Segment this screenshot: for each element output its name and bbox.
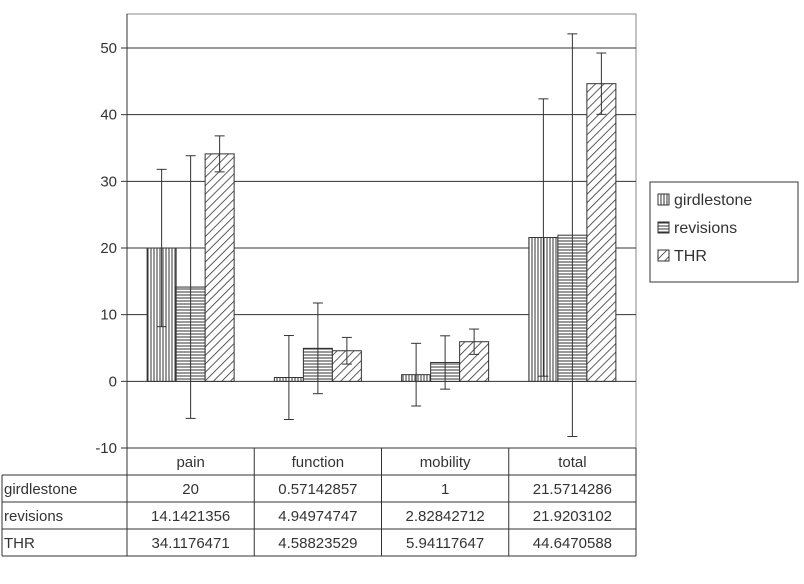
y-tick-label: 0 xyxy=(109,373,117,390)
table-cell: 21.5714286 xyxy=(533,481,612,498)
table-cell: 14.1421356 xyxy=(151,508,230,525)
x-tick-label: mobility xyxy=(420,454,471,471)
bar-THR-pain xyxy=(204,153,235,382)
legend-label: revisions xyxy=(674,220,737,237)
table-cell: 4.94974747 xyxy=(278,508,357,525)
legend-swatch-revisions xyxy=(657,221,670,234)
table-cell: 20 xyxy=(182,481,199,498)
legend-swatch-girdlestone xyxy=(657,193,670,206)
table-cell: 5.94117647 xyxy=(406,535,484,552)
bar-THR-total xyxy=(586,83,617,382)
y-tick-label: 40 xyxy=(100,107,117,124)
y-tick-label: -10 xyxy=(95,440,117,457)
y-tick-label: 50 xyxy=(100,40,117,57)
x-tick-label: function xyxy=(292,454,345,471)
table-row-label: revisions xyxy=(4,508,63,525)
legend-label: girdlestone xyxy=(674,192,752,209)
x-tick-label: total xyxy=(558,454,586,471)
table-row-label: THR xyxy=(4,535,35,552)
legend-box xyxy=(649,181,799,283)
y-tick-label: 10 xyxy=(100,307,117,324)
x-tick-label: pain xyxy=(176,454,204,471)
table-cell: 21.9203102 xyxy=(533,508,612,525)
table-cell: 34.1176471 xyxy=(152,535,230,552)
table-row-label: girdlestone xyxy=(4,481,77,498)
legend-swatch-THR xyxy=(657,249,670,262)
table-cell: 2.82842712 xyxy=(406,508,485,525)
plot-area xyxy=(126,13,637,449)
table-cell: 1 xyxy=(441,481,449,498)
y-tick-label: 30 xyxy=(100,173,117,190)
table-cell: 0.57142857 xyxy=(278,481,357,498)
y-tick-label: 20 xyxy=(100,240,117,257)
table-cell: 4.58823529 xyxy=(278,535,357,552)
legend-label: THR xyxy=(674,248,707,265)
table-cell: 44.6470588 xyxy=(533,535,612,552)
